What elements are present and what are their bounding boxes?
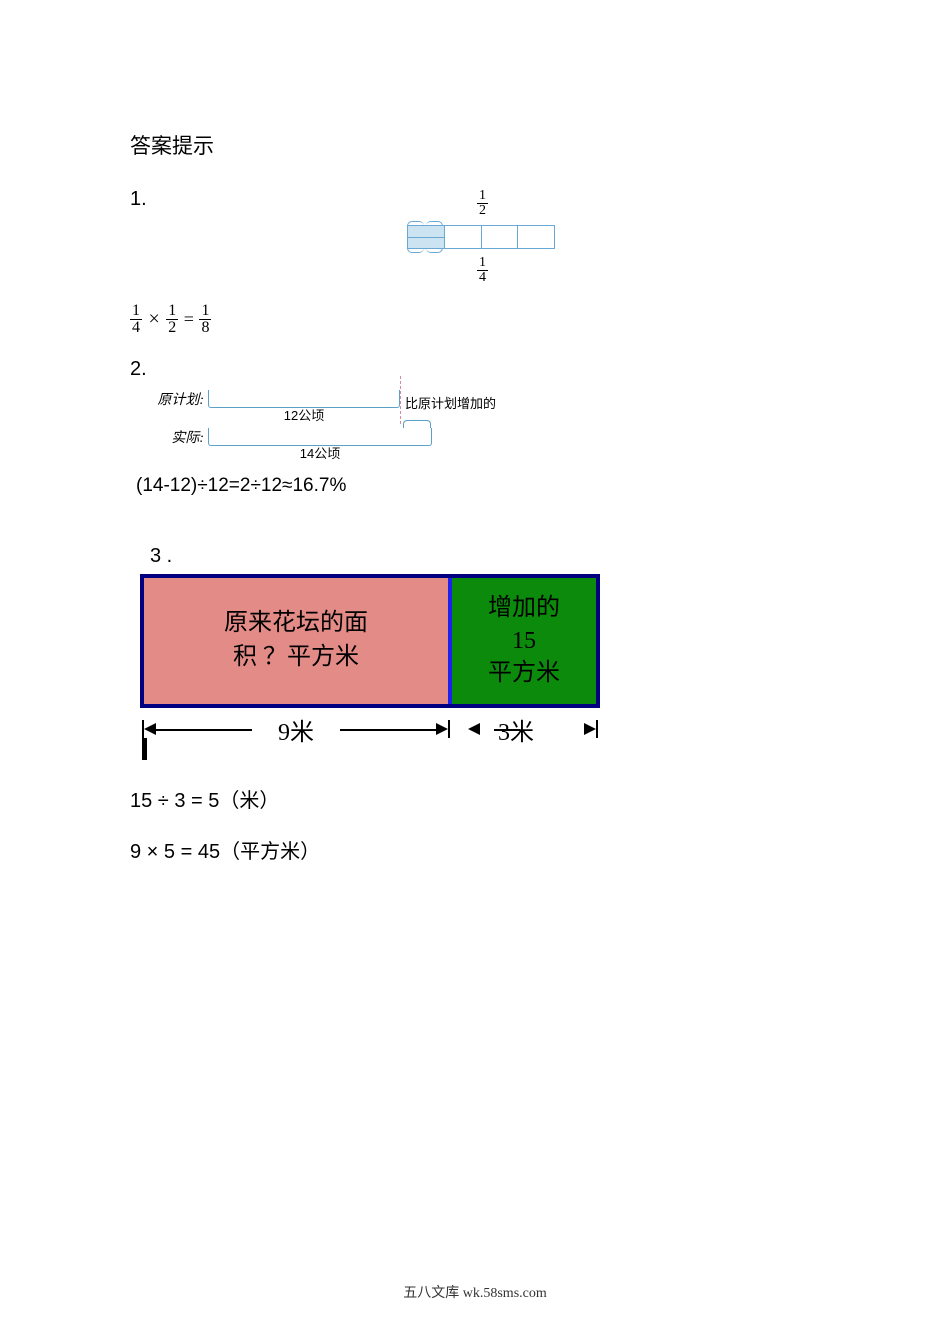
p2-extra-hump: [403, 420, 431, 428]
p1-cell: [445, 226, 482, 248]
p2-plan-value: 12公顷: [284, 405, 324, 424]
p2-extra-label: 比原计划增加的: [405, 393, 496, 412]
p1-bot-denominator: 4: [260, 271, 705, 285]
p3-left-text: 原来花坛的面 积 ？平方米: [224, 607, 368, 674]
frac-c: 1 8: [199, 303, 211, 336]
p3-dim1-label: 9米: [278, 712, 314, 747]
problem-2-calculation: (14-12)÷12=2÷12≈16.7%: [136, 475, 820, 497]
problem-2-number: 2.: [130, 358, 820, 381]
problem-1-equation: 1 4 × 1 2 = 1 8: [130, 303, 820, 336]
multiply-sign: ×: [149, 308, 160, 331]
arrow-right-icon: [584, 723, 596, 735]
spacer: [148, 449, 820, 465]
p3-rectangles: 原来花坛的面 积 ？平方米 增加的 15 平方米: [140, 574, 600, 708]
p1-bottom-brace: [407, 249, 443, 255]
p1-cell: [482, 226, 519, 248]
problem-1-diagram: 1 2 1 4: [385, 189, 705, 285]
spacer: [148, 411, 820, 427]
p3-left-line2: 积 ？平方米: [233, 644, 359, 670]
frac-c-num: 1: [199, 303, 211, 320]
p2-dashed-line: [400, 376, 401, 424]
p2-actual-value: 14公顷: [300, 443, 340, 462]
p1-cell-shaded: [408, 226, 445, 248]
p3-added-rect: 增加的 15 平方米: [452, 578, 596, 704]
problem-3-number: 3 .: [150, 545, 820, 568]
page-footer: 五八文库 wk.58sms.com: [0, 1282, 950, 1302]
equals-sign: =: [184, 309, 194, 330]
frac-c-den: 8: [199, 320, 211, 336]
dim-line: [340, 729, 440, 731]
p2-plan-label: 原计划:: [148, 389, 204, 409]
frac-a-den: 4: [130, 320, 142, 336]
p2-actual-label: 实际:: [148, 427, 204, 447]
tick: [448, 720, 450, 738]
p3-right-text: 增加的 15 平方米: [488, 592, 560, 689]
p3-calc-line2: 9 × 5 = 45（平方米）: [130, 835, 820, 864]
p2-plan-row: 原计划: 12公顷 比原计划增加的: [148, 389, 820, 409]
answers-title: 答案提示: [130, 130, 820, 160]
problem-3-calculations: 15 ÷ 3 = 5（米） 9 × 5 = 45（平方米）: [130, 784, 820, 864]
p3-right-line1: 增加的: [488, 595, 560, 621]
p1-top-numerator: 1: [477, 189, 488, 204]
p3-dim-9m: 9米: [140, 714, 452, 744]
p3-calc-line1: 15 ÷ 3 = 5（米）: [130, 784, 820, 813]
frac-a: 1 4: [130, 303, 142, 336]
problem-2-diagram: 原计划: 12公顷 比原计划增加的 实际: 14公顷: [148, 389, 820, 465]
p1-bottom-fraction: 1 4: [260, 256, 705, 285]
arrow-right-icon: [436, 723, 448, 735]
p2-actual-bracket: 14公顷: [208, 428, 432, 446]
p3-right-line3: 平方米: [488, 660, 560, 686]
p3-original-rect: 原来花坛的面 积 ？平方米: [144, 578, 452, 704]
p1-cell: [518, 226, 554, 248]
dim-line: [494, 729, 520, 731]
p3-dim-3m: 3米: [452, 714, 600, 744]
tick: [596, 720, 598, 738]
p2-plan-bar: 12公顷 比原计划增加的: [208, 390, 400, 408]
p1-top-denominator: 2: [260, 204, 705, 218]
p3-left-line1: 原来花坛的面: [224, 610, 368, 636]
arrow-left-icon: [468, 723, 480, 735]
p3-dimensions: 9米 3米: [140, 714, 600, 744]
problem-3-diagram: 原来花坛的面 积 ？平方米 增加的 15 平方米 9米: [140, 574, 820, 760]
frac-b-den: 2: [166, 320, 178, 336]
p1-top-fraction: 1 2: [260, 189, 705, 218]
frac-b: 1 2: [166, 303, 178, 336]
frac-b-num: 1: [166, 303, 178, 320]
page: 答案提示 1. 1 2 1 4 1 4 × 1 2 = 1: [0, 0, 950, 864]
p1-bar: [407, 225, 555, 249]
p2-actual-row: 实际: 14公顷: [148, 427, 820, 447]
dim-line: [152, 729, 252, 731]
p2-plan-bracket: 12公顷 比原计划增加的: [208, 390, 400, 408]
p1-bot-numerator: 1: [477, 256, 488, 271]
p3-right-line2: 15: [512, 628, 536, 654]
p1-top-brace: [407, 219, 443, 225]
frac-a-num: 1: [130, 303, 142, 320]
